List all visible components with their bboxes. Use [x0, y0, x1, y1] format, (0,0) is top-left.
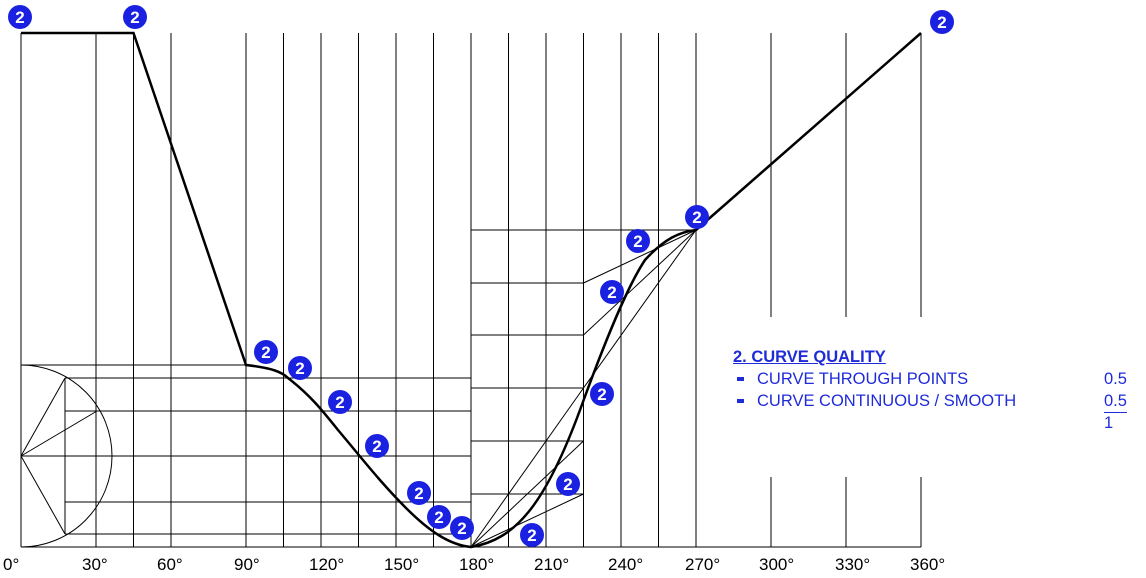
marker-label: 2	[607, 283, 616, 302]
x-tick-label: 90°	[234, 555, 260, 574]
marker-label: 2	[457, 519, 466, 538]
x-axis-tick-labels: 0° 30° 60° 90° 120° 150° 180° 210° 240° 270° 300° 3…	[3, 555, 945, 574]
construction-line	[20, 377, 66, 457]
marker-circle	[600, 280, 624, 304]
displacement-curve	[21, 31, 922, 549]
marker-circle	[685, 205, 709, 229]
legend-item-curve-smooth: CURVE CONTINUOUS / SMOOTH 0.5	[733, 390, 1127, 413]
grade-marker: 2	[328, 390, 352, 414]
x-tick-label: 60°	[157, 555, 183, 574]
grade-marker: 2	[8, 5, 32, 29]
grade-marker: 2	[254, 340, 278, 364]
x-tick-label: 120°	[309, 555, 344, 574]
x-tick-label: 210°	[534, 555, 569, 574]
grade-marker: 2	[520, 523, 544, 547]
marker-label: 2	[372, 437, 381, 456]
legend-item-score: 0.5	[1104, 370, 1127, 388]
marker-label: 2	[414, 484, 423, 503]
marker-label: 2	[597, 385, 606, 404]
legend-title: 2. CURVE QUALITY	[733, 348, 886, 366]
marker-label: 2	[130, 8, 139, 27]
x-tick-label: 300°	[759, 555, 794, 574]
displacement-curve-path	[21, 31, 922, 549]
grade-marker: 2	[407, 481, 431, 505]
marker-circle	[123, 5, 147, 29]
marker-circle	[365, 434, 389, 458]
x-tick-label: 150°	[384, 555, 419, 574]
marker-circle	[8, 5, 32, 29]
marker-label: 2	[434, 508, 443, 527]
marker-circle	[427, 505, 451, 529]
construction-line	[470, 493, 584, 548]
grade-marker: 2	[590, 382, 614, 406]
x-tick-label: 270°	[685, 555, 720, 574]
grade-marker: 2	[600, 280, 624, 304]
grade-marker: 2	[123, 5, 147, 29]
legend-total: 1	[1104, 414, 1114, 432]
marker-label: 2	[937, 13, 946, 32]
marker-circle	[520, 523, 544, 547]
marker-circle	[407, 481, 431, 505]
legend-item-score: 0.5	[1104, 390, 1127, 413]
construction-line	[470, 440, 584, 548]
x-tick-label: 180°	[459, 555, 494, 574]
marker-label: 2	[335, 393, 344, 412]
x-tick-label: 330°	[835, 555, 870, 574]
grade-marker: 2	[450, 516, 474, 540]
x-tick-label: 0°	[3, 555, 19, 574]
construction-line	[583, 229, 697, 389]
x-tick-label: 30°	[82, 555, 108, 574]
bullet-icon	[737, 399, 744, 403]
legend-item-label: CURVE THROUGH POINTS	[757, 370, 969, 388]
construction-line	[20, 455, 66, 535]
marker-circle	[930, 10, 954, 34]
marker-circle	[254, 340, 278, 364]
grade-marker: 2	[685, 205, 709, 229]
marker-label: 2	[295, 359, 304, 378]
marker-label: 2	[527, 526, 536, 545]
construction-line	[583, 229, 697, 336]
marker-circle	[556, 472, 580, 496]
marker-label: 2	[692, 208, 701, 227]
x-tick-label: 240°	[608, 555, 643, 574]
marker-label: 2	[633, 232, 642, 251]
construction-line	[470, 387, 584, 548]
grade-marker: 2	[626, 229, 650, 253]
grade-marker: 2	[365, 434, 389, 458]
construction-lines	[20, 229, 697, 548]
marker-label: 2	[563, 475, 572, 494]
marker-circle	[450, 516, 474, 540]
marker-label: 2	[261, 343, 270, 362]
legend-item-curve-through-points: CURVE THROUGH POINTS 0.5	[733, 368, 1127, 390]
marker-circle	[626, 229, 650, 253]
marker-circle	[288, 356, 312, 380]
grade-marker: 2	[930, 10, 954, 34]
grading-legend: 2. CURVE QUALITY CURVE THROUGH POINTS 0.…	[733, 346, 1127, 432]
grade-marker: 2	[556, 472, 580, 496]
grade-marker: 2	[427, 505, 451, 529]
legend-item-label: CURVE CONTINUOUS / SMOOTH	[757, 392, 1017, 410]
x-tick-label: 360°	[910, 555, 945, 574]
marker-circle	[328, 390, 352, 414]
bullet-icon	[737, 377, 744, 381]
marker-circle	[590, 382, 614, 406]
grade-marker: 2	[288, 356, 312, 380]
construction-line	[20, 410, 98, 457]
construction-line	[583, 229, 697, 284]
marker-label: 2	[15, 8, 24, 27]
